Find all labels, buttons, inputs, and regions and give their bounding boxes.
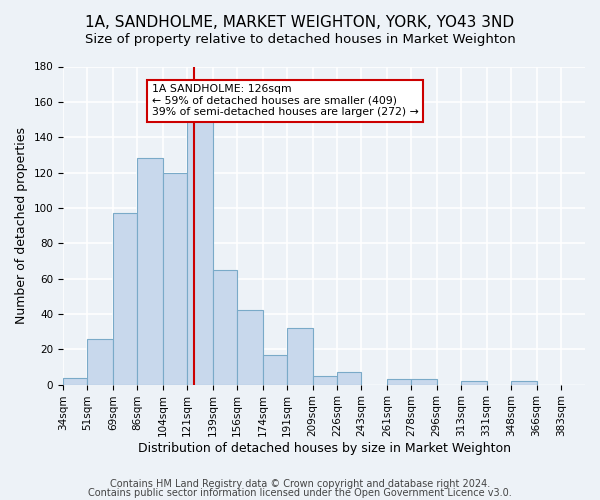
Bar	[337, 372, 361, 384]
Text: 1A SANDHOLME: 126sqm
← 59% of detached houses are smaller (409)
39% of semi-deta: 1A SANDHOLME: 126sqm ← 59% of detached h…	[152, 84, 419, 117]
Bar	[313, 376, 337, 384]
Bar	[411, 380, 437, 384]
Text: Contains HM Land Registry data © Crown copyright and database right 2024.: Contains HM Land Registry data © Crown c…	[110, 479, 490, 489]
Bar	[287, 328, 313, 384]
Text: Size of property relative to detached houses in Market Weighton: Size of property relative to detached ho…	[85, 32, 515, 46]
Bar	[511, 381, 536, 384]
Bar	[237, 310, 263, 384]
Bar	[113, 213, 137, 384]
Bar	[213, 270, 237, 384]
Y-axis label: Number of detached properties: Number of detached properties	[15, 127, 28, 324]
Bar	[163, 172, 187, 384]
Bar	[387, 380, 411, 384]
Bar	[63, 378, 87, 384]
Text: 1A, SANDHOLME, MARKET WEIGHTON, YORK, YO43 3ND: 1A, SANDHOLME, MARKET WEIGHTON, YORK, YO…	[85, 15, 515, 30]
Text: Contains public sector information licensed under the Open Government Licence v3: Contains public sector information licen…	[88, 488, 512, 498]
Bar	[87, 338, 113, 384]
Bar	[187, 120, 213, 384]
Bar	[137, 158, 163, 384]
Bar	[461, 381, 487, 384]
X-axis label: Distribution of detached houses by size in Market Weighton: Distribution of detached houses by size …	[137, 442, 511, 455]
Bar	[263, 354, 287, 384]
